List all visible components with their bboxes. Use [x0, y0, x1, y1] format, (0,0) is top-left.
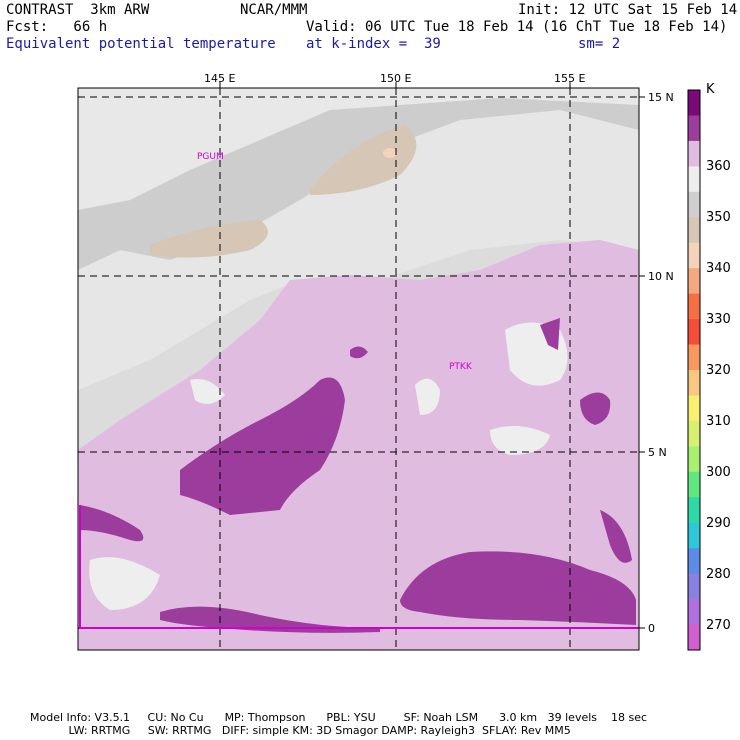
field-white-patch-5 — [190, 379, 225, 404]
colorbar-label-270: 270 — [706, 618, 731, 633]
lon-label-150: 150 E — [380, 72, 412, 85]
institution: NCAR/MMM — [240, 2, 308, 18]
lat-label-15n: 15 N — [648, 91, 674, 104]
field-name: Equivalent potential temperature — [6, 36, 276, 52]
colorbar-swatch — [688, 217, 700, 244]
colorbar-label-320: 320 — [706, 363, 731, 378]
forecast-hour: Fcst: 66 h — [6, 19, 108, 35]
colorbar-label-310: 310 — [706, 414, 731, 429]
colorbar-label-280: 280 — [706, 567, 731, 582]
lat-label-5n: 5 N — [648, 446, 667, 459]
colorbar-swatch — [688, 522, 700, 549]
field-white-patch-3 — [415, 378, 440, 415]
colorbar — [687, 89, 701, 651]
colorbar-swatch — [688, 446, 700, 473]
colorbar-swatch — [688, 140, 700, 167]
colorbar-swatch — [688, 268, 700, 295]
model-info-line2: LW: RRTMG SW: RRTMG DIFF: simple KM: 3D … — [30, 724, 571, 737]
colorbar-swatch — [688, 319, 700, 346]
field-dark-purple-8 — [350, 346, 368, 359]
colorbar-label-290: 290 — [706, 516, 731, 531]
field-tan-patch-2 — [150, 220, 268, 258]
field-tan-patch-1 — [310, 125, 417, 195]
map-gridlines — [78, 88, 639, 650]
field-light-purple — [78, 240, 639, 650]
colorbar-frame — [687, 89, 701, 651]
init-time: Init: 12 UTC Sat 15 Feb 14 — [518, 2, 738, 18]
colorbar-unit: K — [706, 82, 715, 97]
lon-label-155: 155 E — [554, 72, 586, 85]
colorbar-swatch — [688, 548, 700, 575]
field-dark-purple-5 — [580, 392, 611, 425]
colorbar-label-350: 350 — [706, 210, 731, 225]
field-dark-purple-3 — [400, 551, 636, 625]
lon-label-145: 145 E — [204, 72, 236, 85]
colorbar-swatch — [688, 242, 700, 269]
colorbar-swatch — [688, 599, 700, 626]
field-dark-purple-4 — [160, 606, 380, 633]
field-dark-purple-7 — [540, 318, 560, 350]
map-ticks — [219, 82, 645, 629]
lat-label-10n: 10 N — [648, 270, 674, 283]
colorbar-swatch — [688, 293, 700, 320]
map-field — [78, 88, 639, 650]
colorbar-label-340: 340 — [706, 261, 731, 276]
field-dark-purple-2 — [80, 505, 144, 542]
colorbar-swatch — [688, 90, 700, 116]
valid-time: Valid: 06 UTC Tue 18 Feb 14 (16 ChT Tue … — [306, 19, 728, 35]
colorbar-swatch — [688, 497, 700, 524]
colorbar-swatch — [688, 471, 700, 498]
colorbar-swatch — [688, 166, 700, 193]
field-band-light — [78, 88, 639, 210]
map-frame — [77, 87, 640, 651]
station-label-ptkk: PTKK — [449, 362, 472, 372]
colorbar-label-300: 300 — [706, 465, 731, 480]
station-label-pgum: PGUM — [197, 152, 224, 162]
field-peach-spot — [383, 148, 397, 158]
field-dark-purple-1 — [180, 377, 345, 515]
colorbar-label-330: 330 — [706, 312, 731, 327]
field-white-patch-4 — [89, 557, 160, 610]
colorbar-swatch — [688, 395, 700, 422]
colorbar-swatch — [688, 370, 700, 396]
colorbar-swatch — [688, 344, 700, 371]
field-dark-purple-6 — [600, 510, 632, 563]
colorbar-swatch — [688, 624, 700, 651]
model-title: CONTRAST 3km ARW — [6, 2, 150, 18]
colorbar-swatch — [688, 191, 700, 218]
colorbar-swatch — [688, 115, 700, 142]
colorbar-label-360: 360 — [706, 159, 731, 174]
level-info: at k-index = 39 — [306, 36, 441, 52]
colorbar-swatch — [688, 573, 700, 600]
lat-label-0: 0 — [648, 622, 655, 635]
field-white-patch-2 — [490, 426, 550, 455]
smoothing-info: sm= 2 — [578, 36, 621, 52]
model-info-line1: Model Info: V3.5.1 CU: No Cu MP: Thompso… — [30, 711, 648, 724]
colorbar-swatch — [688, 420, 700, 447]
